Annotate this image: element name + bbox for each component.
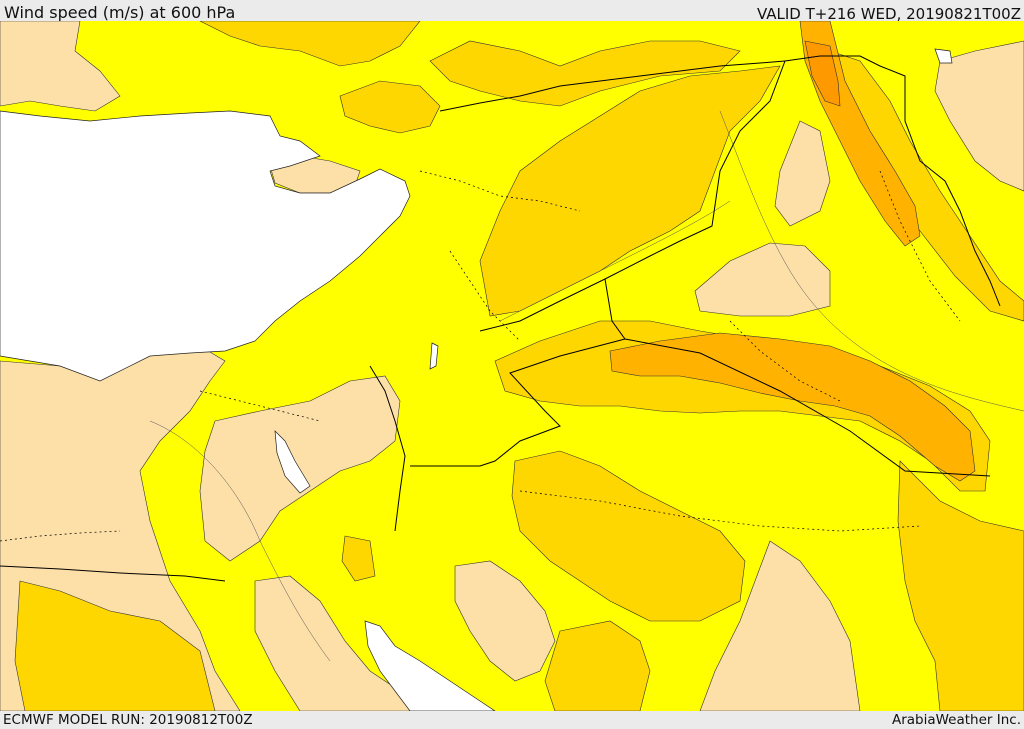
medium-wind-region-north [429, 40, 741, 107]
province-borders [0, 170, 961, 542]
map-header: Wind speed (m/s) at 600 hPa VALID T+216 … [0, 0, 1024, 23]
valid-time: VALID T+216 WED, 20190821T00Z [756, 5, 1021, 23]
country-borders [0, 55, 1001, 582]
province-border-3 [519, 490, 921, 532]
province-border-4 [199, 390, 321, 422]
border-iraq-iran [784, 55, 1001, 307]
medium-wind-region-anatolia [199, 21, 421, 67]
dead-sea [429, 342, 439, 370]
map-footer: ECMWF MODEL RUN: 20190812T00Z ArabiaWeat… [0, 711, 1024, 729]
border-egypt-israel [369, 365, 406, 532]
medium-wind-region-southeast [897, 460, 1024, 711]
border-jordan-saudi [410, 338, 626, 467]
province-border-7 [879, 170, 961, 322]
credit-label: ArabiaWeather Inc. [891, 712, 1021, 728]
low-wind-region-aegean [0, 21, 121, 112]
isoline-3 [719, 110, 1024, 412]
red-sea [364, 620, 496, 711]
wind-isolines [149, 110, 1024, 662]
border-egypt-sudan [0, 565, 226, 582]
province-border-6 [729, 320, 841, 402]
medium-wind-region-red-sea [544, 620, 651, 711]
low-wind-region-sinai [199, 375, 401, 562]
mediterranean-sea [0, 110, 411, 382]
gulf-of-suez [274, 430, 311, 494]
model-run-label: ECMWF MODEL RUN: 20190812T00Z [3, 712, 253, 728]
isoline-1 [149, 420, 331, 662]
border-syria-iraq [479, 60, 786, 332]
medium-wind-region-hejaz [511, 450, 746, 622]
low-wind-region-arabia [454, 560, 556, 682]
border-turkey-syria [439, 60, 786, 112]
medium-wind-region-gulf-of-aqaba [341, 535, 376, 582]
wind-speed-map [0, 21, 1024, 711]
caspian-edge [934, 48, 953, 64]
isoline-2 [499, 200, 731, 322]
low-wind-region-zagros [934, 40, 1024, 192]
medium-wind-region-taurus [339, 80, 441, 134]
low-wind-region-jazira [774, 120, 831, 227]
province-border-5 [0, 530, 121, 542]
low-wind-region-southeast [699, 540, 861, 711]
map-title: Wind speed (m/s) at 600 hPa [4, 3, 236, 22]
medium-wind-region-sudan [14, 580, 216, 711]
low-wind-region-iraq [694, 242, 831, 317]
border-iraq-saudi [604, 278, 991, 477]
water-bodies [0, 48, 953, 711]
